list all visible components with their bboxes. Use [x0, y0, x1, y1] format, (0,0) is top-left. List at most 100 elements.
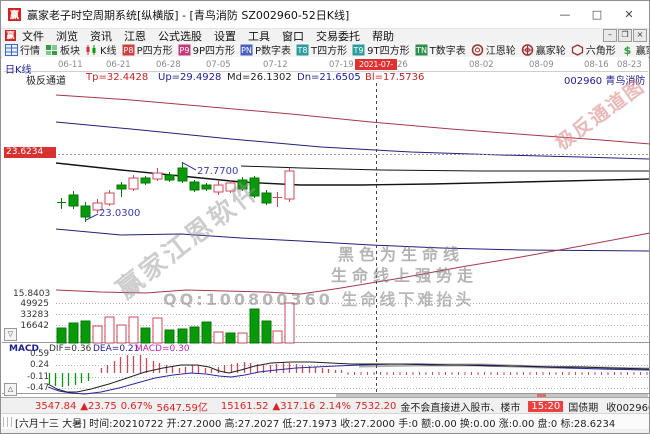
annotation-high: 27.7700 [197, 166, 239, 177]
menu-item-2[interactable]: 资讯 [90, 29, 112, 43]
scrollbar-marker[interactable] [537, 394, 546, 398]
mdi-control-0[interactable]: – [603, 29, 617, 42]
toolbar-item-1[interactable]: 板块 [45, 42, 80, 57]
sh-index-pct: 0.67% [120, 400, 153, 412]
minimize-button[interactable]: — [559, 8, 571, 21]
badge-icon: P8 [122, 44, 135, 55]
toolbar-item-label: T数字表 [429, 46, 466, 57]
menu-item-6[interactable]: 工具 [248, 29, 270, 43]
mdi-control-2[interactable]: × [633, 29, 647, 42]
menu-item-0[interactable]: 文件 [22, 29, 44, 43]
macd-value: MACD=0.30 [135, 344, 190, 354]
axis-date-5: 07-19 [329, 60, 354, 70]
toolbar-item-7[interactable]: T9 9T四方形 [352, 42, 410, 57]
volume-axis-2: 33283 [20, 310, 49, 320]
toolbar-item-11[interactable]: 六角形 [571, 42, 616, 57]
axis-date-0: 06-11 [58, 60, 83, 70]
expand-macd-button[interactable]: △ [4, 383, 17, 396]
svg-text:T8: T8 [297, 46, 308, 55]
window-title: 赢家老子时空周期系统[纵横版] - [青鸟消防 SZ002960-52日K线] [27, 8, 350, 22]
svg-text:TN: TN [415, 46, 427, 55]
toolbar-item-9[interactable]: 江恩轮 [471, 42, 516, 57]
menu-item-7[interactable]: 窗口 [282, 29, 304, 43]
tick-stream-label[interactable]: 收002960分笔 [606, 402, 649, 414]
macd-dif-value: DIF=0.36 [49, 344, 92, 354]
candles-icon [86, 44, 96, 55]
info-bar: [六月十三 大暑] 时间:20210722 开:27.2000 高:27.202… [1, 413, 649, 430]
axis-date-1: 06-21 [106, 60, 131, 70]
param-md: Md=26.1302 [227, 72, 292, 83]
axis-date-6: 26 [397, 60, 408, 70]
badge-icon: TN [415, 44, 428, 55]
resize-grip[interactable] [3, 417, 12, 427]
clock-badge: 15:20 [528, 400, 564, 412]
axis-date-7: 08-02 [469, 60, 494, 70]
mdi-window-controls: – ❐ × [602, 29, 647, 42]
collapse-volume-button[interactable]: ▽ [4, 328, 17, 341]
toolbar-item-label: 江恩轮 [485, 46, 516, 57]
badge-icon: PN [240, 44, 253, 55]
kline-info-text: [六月十三 大暑] 时间:20210722 开:27.2000 高:27.202… [15, 418, 616, 430]
toolbar-item-6[interactable]: T8 T四方形 [296, 42, 347, 57]
toolbar-item-label: 9P四方形 [192, 46, 235, 57]
toolbar-item-label: 9T四方形 [367, 46, 410, 57]
badge-icon: T9 [352, 44, 365, 55]
menu-items: 文件 浏览 资讯 江恩 公式选股 设置 工具 窗口 交易委托 帮助 [16, 28, 400, 44]
param-up: Up=29.4928 [158, 72, 222, 83]
status-bar: 3547.84 ▲23.75 0.67% 5647.59亿 15161.52 ▲… [1, 397, 649, 414]
hexagon-icon [571, 43, 583, 56]
sh-index-value[interactable]: 3547.84 [35, 400, 77, 412]
toolbar-item-label: P数字表 [255, 46, 292, 57]
toolbar-item-label: T四方形 [311, 46, 348, 57]
toolbar-item-3[interactable]: P8 P四方形 [122, 42, 173, 57]
macd-pane-label[interactable]: MACD [9, 344, 39, 354]
badge-icon: T8 [296, 44, 309, 55]
macd-axis-2: 0.24 [30, 360, 49, 370]
macd-axis-3: -0.11 [27, 372, 49, 382]
toolbar-item-2[interactable]: K线 [85, 42, 117, 57]
close-button[interactable]: ✕ [624, 8, 634, 21]
period-label[interactable]: 日K线 [5, 65, 32, 76]
toolbar-item-0[interactable]: 行情 [5, 42, 40, 57]
indicator-name[interactable]: 极反通道 [26, 76, 66, 87]
app-logo-icon: 赢 [8, 8, 21, 21]
toolbar-item-8[interactable]: TN T数字表 [415, 42, 466, 57]
menu-item-8[interactable]: 交易委托 [316, 29, 360, 43]
maximize-button[interactable]: □ [591, 8, 603, 21]
menu-item-9[interactable]: 帮助 [372, 29, 394, 43]
toolbar-item-5[interactable]: PN P数字表 [240, 42, 291, 57]
sz-index-value[interactable]: 15161.52 [220, 400, 269, 412]
dollar-icon: $ [623, 44, 631, 56]
mdi-control-1[interactable]: ❐ [618, 29, 632, 42]
param-bl: Bl=17.5736 [365, 72, 425, 83]
axis-date-2: 06-28 [156, 60, 181, 70]
menu-item-4[interactable]: 公式选股 [158, 29, 202, 43]
menu-item-5[interactable]: 设置 [214, 29, 236, 43]
menu-item-1[interactable]: 浏览 [56, 29, 78, 43]
toolbar-item-12[interactable]: $ 赢家服务 [621, 42, 649, 58]
news-ticker: 金不会直接进入股市、楼市 [400, 402, 521, 414]
macd-dea-value: DEA=0.21 [93, 344, 140, 354]
price-marker-badge: 23.6234 [4, 147, 56, 158]
svg-text:T9: T9 [353, 46, 364, 55]
wheel2-icon [521, 43, 533, 56]
axis-date-10: 08-23 [617, 60, 642, 70]
horizontal-scrollbar[interactable] [336, 394, 648, 398]
axis-date-8: 08-09 [529, 60, 554, 70]
macd-axis-4: -0.47 [27, 383, 49, 393]
param-tp: Tp=32.4428 [86, 72, 149, 83]
toolbar-item-label: 赢家轮 [535, 46, 566, 57]
axis-date-3: 07-05 [206, 60, 231, 70]
blocks-icon [46, 44, 57, 55]
svg-text:P8: P8 [123, 46, 133, 55]
axis-date-9: 08-16 [584, 60, 609, 70]
axis-date-4: 07-12 [263, 60, 288, 70]
toolbar-item-10[interactable]: 赢家轮 [521, 42, 566, 57]
toolbar-item-4[interactable]: P9 9P四方形 [178, 42, 235, 57]
param-dn: Dn=21.6505 [297, 72, 361, 83]
stock-code-name[interactable]: 002960 青鸟消防 [564, 76, 646, 87]
sz-index-change: ▲317.16 [272, 400, 316, 412]
menu-item-3[interactable]: 江恩 [124, 29, 146, 43]
sz-index-pct: 2.14% [319, 400, 352, 412]
